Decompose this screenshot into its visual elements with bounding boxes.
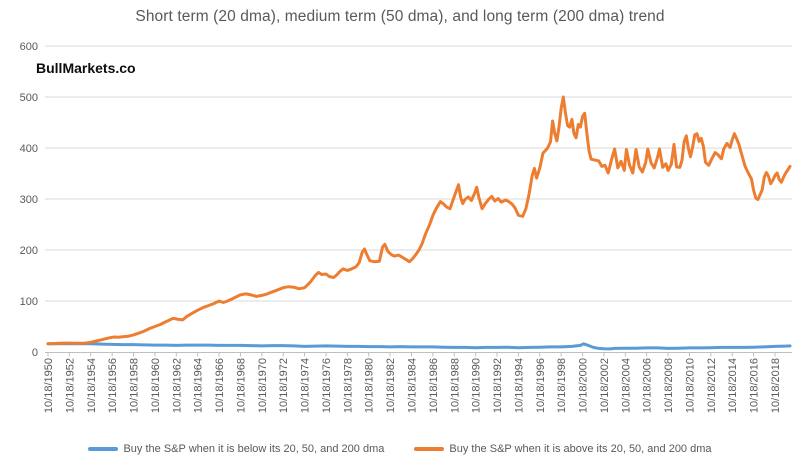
legend-item-below: Buy the S&P when it is below its 20, 50,… [88,443,384,455]
y-axis-label: 100 [20,296,38,308]
x-axis-label: 10/18/1990 [471,358,483,413]
x-axis-label: 10/18/1970 [257,358,269,413]
y-axis-label: 200 [20,245,38,257]
series-line-below [46,342,792,351]
x-axis-label: 10/18/1956 [107,358,119,413]
x-axis-label: 10/18/2018 [770,358,782,413]
y-axis-label: 400 [20,143,38,155]
x-axis-label: 10/18/2014 [727,358,739,413]
x-axis-label: 10/18/1960 [150,358,162,413]
x-axis-label: 10/18/1980 [364,358,376,413]
y-axis-label: 600 [20,41,38,53]
x-axis-label: 10/18/1994 [513,358,525,413]
x-axis-label: 10/18/1986 [428,358,440,413]
y-axis-label: 500 [20,92,38,104]
x-axis-label: 10/18/2006 [642,358,654,413]
watermark-bullmarkets: BullMarkets.co [36,60,136,76]
x-axis-label: 10/18/2012 [706,358,718,413]
x-axis-label: 10/18/1954 [86,358,98,413]
legend-swatch-above-icon [414,447,445,451]
series-line-above [46,95,792,346]
x-axis-label: 10/18/1996 [535,358,547,413]
x-axis-label: 10/18/1978 [342,358,354,413]
chart-title: Short term (20 dma), medium term (50 dma… [135,8,665,25]
x-axis-label: 10/18/2008 [663,358,675,413]
x-axis-label: 10/18/1950 [43,358,55,413]
x-axis-label: 10/18/1998 [556,358,568,413]
x-axis-label: 10/18/1982 [385,358,397,413]
legend-item-above: Buy the S&P when it is above its 20, 50,… [414,443,712,455]
x-axis-label: 10/18/2004 [620,358,632,413]
legend-swatch-below-icon [88,447,119,451]
x-axis-label: 10/18/1962 [171,358,183,413]
x-axis-label: 10/18/1984 [407,358,419,413]
x-axis-label: 10/18/1988 [449,358,461,413]
y-axis-label: 0 [32,347,38,359]
y-axis-label: 300 [20,194,38,206]
x-axis-label: 10/18/1972 [278,358,290,413]
x-axis-label: 10/18/1964 [193,358,205,413]
legend-label-below: Buy the S&P when it is below its 20, 50,… [123,443,385,455]
x-axis-label: 10/18/1974 [300,358,312,413]
x-axis-label: 10/18/1966 [214,358,226,413]
x-axis-label: 10/18/2000 [578,358,590,413]
legend-label-above: Buy the S&P when it is above its 20, 50,… [449,443,712,455]
x-axis-label: 10/18/2002 [599,358,611,413]
x-axis-label: 10/18/1968 [235,358,247,413]
x-axis-label: 10/18/2010 [684,358,696,413]
x-axis-label: 10/18/1992 [492,358,504,413]
x-axis-label: 10/18/2016 [749,358,761,413]
x-axis-label: 10/18/1958 [129,358,141,413]
chart-legend: Buy the S&P when it is below its 20, 50,… [0,443,800,455]
x-axis-label: 10/18/1952 [64,358,76,413]
x-axis-label: 10/18/1976 [321,358,333,413]
